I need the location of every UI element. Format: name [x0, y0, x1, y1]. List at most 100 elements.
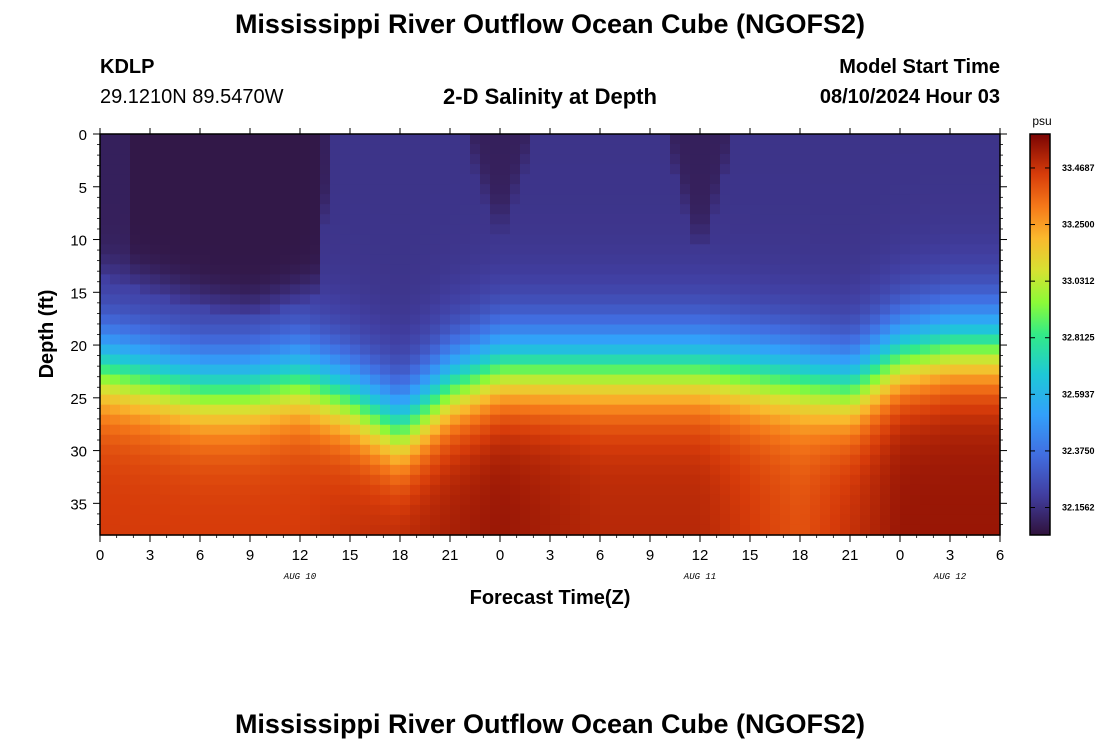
heatmap-cell [680, 324, 691, 336]
heatmap-cell [120, 514, 131, 526]
heatmap-cell [580, 514, 591, 526]
heatmap-cell [650, 384, 661, 396]
heatmap-cell [980, 454, 991, 466]
heatmap-cell [570, 244, 581, 255]
heatmap-cell [550, 184, 561, 195]
heatmap-cell [660, 374, 671, 386]
heatmap-cell [990, 444, 1001, 456]
heatmap-cell [830, 364, 841, 376]
heatmap-cell [580, 164, 591, 175]
heatmap-cell [280, 414, 291, 426]
heatmap-cell [740, 464, 751, 476]
heatmap-cell [500, 344, 511, 356]
heatmap-cell [710, 464, 721, 476]
heatmap-cell [610, 174, 621, 185]
heatmap-cell [280, 454, 291, 466]
heatmap-cell [380, 224, 391, 235]
heatmap-cell [810, 264, 821, 275]
heatmap-cell [190, 224, 201, 235]
heatmap-cell [860, 254, 871, 265]
heatmap-cell [900, 434, 911, 446]
heatmap-cell [750, 164, 761, 175]
heatmap-cell [760, 384, 771, 396]
heatmap-cell [550, 254, 561, 265]
heatmap-cell [160, 344, 171, 356]
heatmap-cell [480, 504, 491, 516]
heatmap-cell [790, 174, 801, 185]
heatmap-cell [150, 444, 161, 456]
heatmap-cell [630, 184, 641, 195]
heatmap-cell [910, 444, 921, 456]
heatmap-cell [190, 394, 201, 406]
heatmap-cell [190, 304, 201, 316]
heatmap-cell [300, 174, 311, 185]
heatmap-cell [450, 444, 461, 456]
heatmap-cell [450, 364, 461, 376]
heatmap-cell [540, 524, 551, 536]
heatmap-cell [720, 384, 731, 396]
heatmap-cell [820, 264, 831, 275]
heatmap-cell [190, 354, 201, 366]
heatmap-cell [400, 414, 411, 426]
heatmap-cell [750, 134, 761, 145]
heatmap-cell [930, 384, 941, 396]
heatmap-cell [120, 294, 131, 306]
heatmap-cell [930, 274, 941, 285]
heatmap-cell [880, 234, 891, 245]
heatmap-cell [160, 304, 171, 316]
heatmap-cell [210, 444, 221, 456]
heatmap-cell [500, 514, 511, 526]
heatmap-cell [390, 354, 401, 366]
heatmap-cell [700, 184, 711, 195]
heatmap-cell [290, 154, 301, 165]
heatmap-cell [930, 324, 941, 336]
heatmap-cell [390, 384, 401, 396]
heatmap-cell [100, 224, 111, 235]
heatmap-cell [700, 354, 711, 366]
heatmap-cell [430, 504, 441, 516]
heatmap-cell [200, 324, 211, 336]
heatmap-cell [890, 174, 901, 185]
heatmap-cell [510, 424, 521, 436]
heatmap-cell [680, 184, 691, 195]
heatmap-cell [750, 394, 761, 406]
heatmap-cell [210, 324, 221, 336]
heatmap-cell [750, 484, 761, 496]
heatmap-cell [610, 334, 621, 346]
heatmap-cell [680, 204, 691, 215]
heatmap-cell [800, 204, 811, 215]
heatmap-cell [750, 284, 761, 296]
heatmap-cell [300, 224, 311, 235]
heatmap-cell [240, 484, 251, 496]
heatmap-cell [650, 234, 661, 245]
heatmap-cell [720, 144, 731, 155]
heatmap-cell [680, 154, 691, 165]
heatmap-cell [310, 154, 321, 165]
heatmap-cell [820, 354, 831, 366]
heatmap-cell [610, 234, 621, 245]
heatmap-cell [550, 214, 561, 225]
heatmap-cell [180, 484, 191, 496]
heatmap-cell [970, 194, 981, 205]
heatmap-cell [790, 294, 801, 306]
heatmap-cell [580, 474, 591, 486]
heatmap-cell [900, 444, 911, 456]
heatmap-cell [560, 514, 571, 526]
heatmap-cell [210, 504, 221, 516]
heatmap-cell [970, 364, 981, 376]
heatmap-cell [670, 324, 681, 336]
heatmap-cell [310, 524, 321, 536]
heatmap-cell [330, 194, 341, 205]
heatmap-cell [510, 244, 521, 255]
colorbar-unit: psu [1032, 114, 1051, 128]
heatmap-cell [950, 504, 961, 516]
heatmap-cell [490, 524, 501, 536]
x-tick-label: 9 [246, 547, 254, 564]
heatmap-cell [210, 384, 221, 396]
heatmap-cell [540, 514, 551, 526]
heatmap-cell [410, 394, 421, 406]
heatmap-cell [940, 514, 951, 526]
heatmap-cell [650, 314, 661, 326]
heatmap-cell [830, 414, 841, 426]
heatmap-cell [800, 164, 811, 175]
